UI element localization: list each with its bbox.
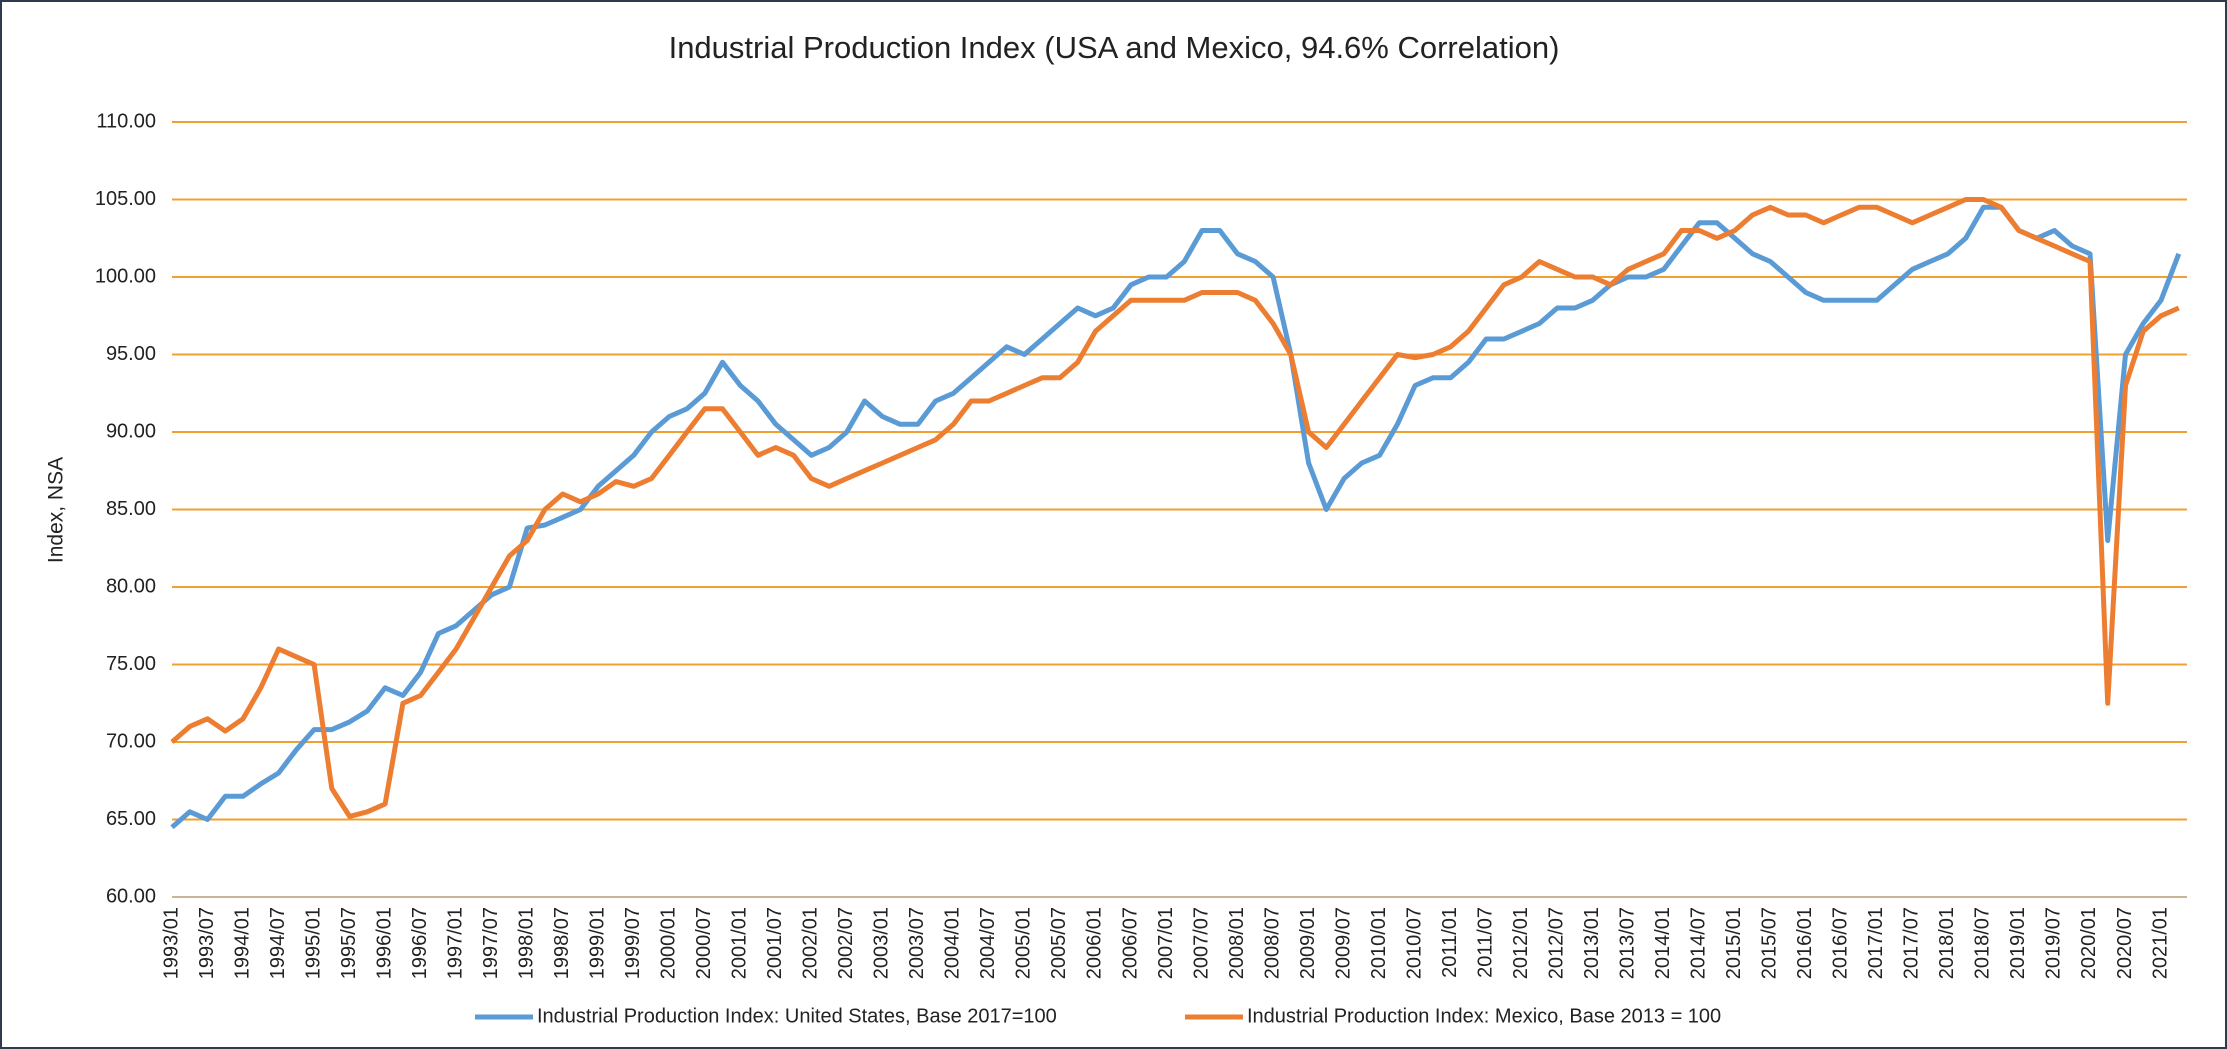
x-tick-label: 1999/07 xyxy=(622,907,644,979)
x-tick-label: 2005/07 xyxy=(1048,907,1070,979)
x-tick-label: 2003/01 xyxy=(871,907,893,979)
series-line xyxy=(170,204,2182,830)
x-tick-label: 2007/01 xyxy=(1155,907,1177,979)
x-tick-label: 2014/01 xyxy=(1652,907,1674,979)
x-tick-label: 1996/07 xyxy=(409,907,431,979)
x-tick-label: 2012/07 xyxy=(1545,907,1567,979)
x-tick-label: 2006/07 xyxy=(1119,907,1141,979)
x-tick-label: 2003/07 xyxy=(906,907,928,979)
x-tick-label: 1998/07 xyxy=(551,907,573,979)
x-tick-label: 2017/01 xyxy=(1865,907,1887,979)
x-tick-label: 2013/07 xyxy=(1617,907,1639,979)
x-tick-label: 1994/01 xyxy=(231,907,253,979)
x-tick-label: 2018/01 xyxy=(1936,907,1958,979)
x-tick-label: 2002/01 xyxy=(800,907,822,979)
x-tick-label: 2020/07 xyxy=(2114,907,2136,979)
x-tick-label: 2007/07 xyxy=(1190,907,1212,979)
x-tick-label: 1998/01 xyxy=(515,907,537,979)
x-tick-label: 2009/01 xyxy=(1297,907,1319,979)
x-tick-label: 1994/07 xyxy=(267,907,289,979)
x-tick-label: 1995/01 xyxy=(302,907,324,979)
x-tick-label: 2012/01 xyxy=(1510,907,1532,979)
x-tick-label: 2019/01 xyxy=(2007,907,2029,979)
x-tick-label: 2021/01 xyxy=(2149,907,2171,979)
y-tick-label: 75.00 xyxy=(106,653,156,675)
x-tick-label: 2019/07 xyxy=(2043,907,2065,979)
x-tick-label: 2011/07 xyxy=(1474,907,1496,978)
x-tick-label: 2000/01 xyxy=(658,907,680,979)
x-tick-label: 1997/01 xyxy=(444,907,466,979)
y-tick-label: 80.00 xyxy=(106,575,156,597)
x-tick-label: 2008/01 xyxy=(1226,907,1248,979)
x-tick-label: 2009/07 xyxy=(1332,907,1354,979)
x-tick-label: 2001/01 xyxy=(729,907,751,979)
x-tick-label: 1995/07 xyxy=(338,907,360,979)
x-tick-label: 1996/01 xyxy=(373,907,395,979)
x-tick-label: 2010/07 xyxy=(1403,907,1425,979)
x-tick-label: 2017/07 xyxy=(1901,907,1923,979)
x-tick-label: 2006/01 xyxy=(1084,907,1106,979)
y-tick-label: 65.00 xyxy=(106,808,156,830)
y-tick-label: 90.00 xyxy=(106,420,156,442)
x-tick-label: 2020/01 xyxy=(2078,907,2100,979)
x-tick-label: 2000/07 xyxy=(693,907,715,979)
x-tick-label: 1993/01 xyxy=(160,907,182,979)
y-axis-title: Index, NSA xyxy=(45,457,68,563)
x-tick-label: 2008/07 xyxy=(1261,907,1283,979)
chart-title: Industrial Production Index (USA and Mex… xyxy=(669,30,1560,65)
x-tick-label: 2016/01 xyxy=(1794,907,1816,979)
x-tick-label: 2015/01 xyxy=(1723,907,1745,979)
series-line xyxy=(170,197,2180,819)
y-tick-label: 105.00 xyxy=(95,188,156,210)
y-tick-label: 70.00 xyxy=(106,730,156,752)
x-tick-label: 2004/01 xyxy=(942,907,964,979)
x-tick-label: 2005/01 xyxy=(1013,907,1035,979)
x-tick-label: 2018/07 xyxy=(1972,907,1994,979)
y-tick-label: 100.00 xyxy=(95,265,156,287)
y-tick-label: 85.00 xyxy=(106,498,156,520)
x-tick-label: 1993/07 xyxy=(196,907,218,979)
y-tick-label: 110.00 xyxy=(96,110,156,132)
x-tick-label: 2013/01 xyxy=(1581,907,1603,979)
legend-label: Industrial Production Index: Mexico, Bas… xyxy=(1247,1005,1721,1027)
x-tick-label: 2010/01 xyxy=(1368,907,1390,979)
y-tick-label: 95.00 xyxy=(106,343,156,365)
x-tick-label: 2001/07 xyxy=(764,907,786,979)
x-tick-label: 2015/07 xyxy=(1759,907,1781,979)
x-tick-label: 2011/01 xyxy=(1439,907,1461,978)
y-tick-label: 60.00 xyxy=(106,885,156,907)
x-tick-label: 1997/07 xyxy=(480,907,502,979)
legend-label: Industrial Production Index: United Stat… xyxy=(537,1005,1057,1027)
x-tick-label: 2014/07 xyxy=(1688,907,1710,979)
x-tick-label: 2004/07 xyxy=(977,907,999,979)
x-tick-label: 1999/01 xyxy=(586,907,608,979)
x-tick-label: 2016/07 xyxy=(1830,907,1852,979)
x-tick-label: 2002/07 xyxy=(835,907,857,979)
